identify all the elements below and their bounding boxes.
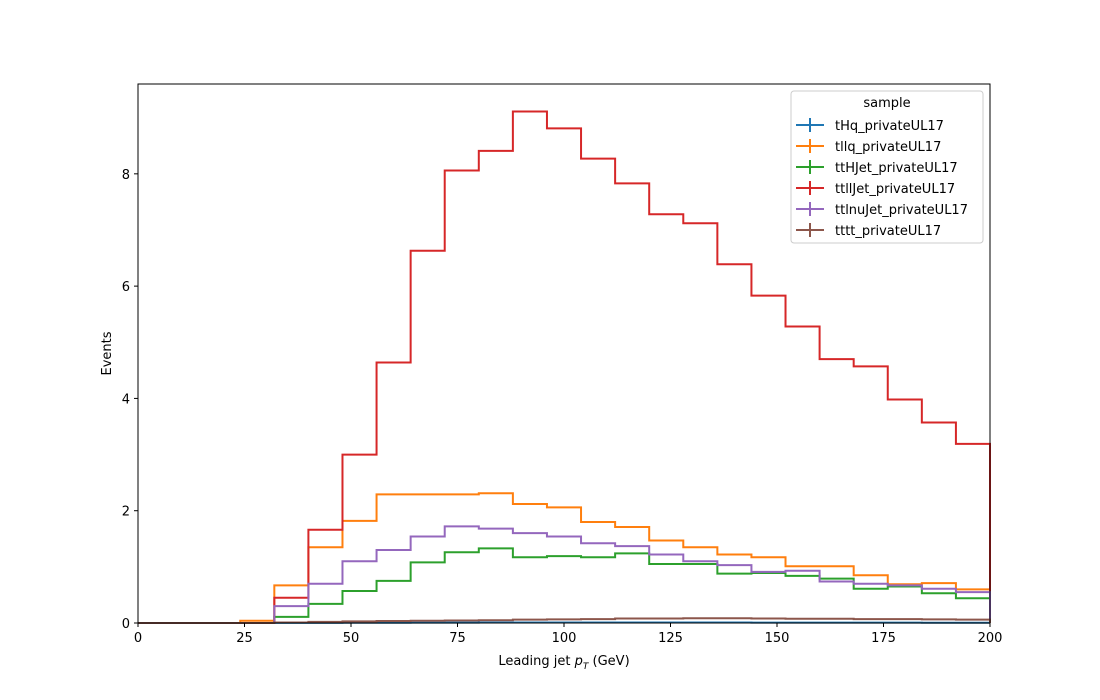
series-line-5 [138, 617, 991, 624]
x-axis-label: Leading jet pT (GeV) [498, 654, 629, 672]
x-tick-label-0: 0 [134, 631, 142, 646]
y-axis-label: Events [100, 331, 115, 375]
legend-marker-3 [796, 181, 824, 195]
legend-label-1: tllq_privateUL17 [835, 140, 941, 155]
legend-label-5: tttt_privateUL17 [835, 224, 941, 239]
x-tick-label-7: 175 [871, 631, 896, 646]
legend-label-3: ttllJet_privateUL17 [835, 182, 955, 197]
legend-title: sample [863, 96, 910, 111]
x-axis-label-subscript: T [583, 662, 590, 672]
x-axis-label-main: Leading jet [498, 654, 574, 669]
legend-label-4: ttlnuJet_privateUL17 [835, 203, 968, 218]
x-axis-label-variable: p [574, 654, 583, 669]
x-tick-label-8: 200 [978, 631, 1003, 646]
series-line-3 [138, 110, 991, 624]
y-tick-label-3: 6 [122, 280, 130, 295]
legend-marker-0 [796, 118, 824, 132]
x-tick-label-2: 50 [343, 631, 360, 646]
y-axis: 0 2 4 6 8 [122, 168, 138, 632]
y-tick-label-4: 8 [122, 168, 130, 183]
x-axis-label-unit: (GeV) [588, 654, 629, 669]
x-tick-label-3: 75 [449, 631, 466, 646]
y-tick-label-0: 0 [122, 617, 130, 632]
legend-label-0: tHq_privateUL17 [835, 119, 944, 134]
x-tick-label-1: 25 [236, 631, 253, 646]
x-tick-label-4: 100 [552, 631, 577, 646]
series-line-2 [138, 547, 991, 624]
legend-label-2: ttHJet_privateUL17 [835, 161, 958, 176]
y-tick-label-1: 2 [122, 505, 130, 520]
legend-marker-5 [796, 223, 824, 237]
y-tick-label-2: 4 [122, 392, 130, 407]
legend-box [790, 90, 984, 244]
legend-marker-1 [796, 139, 824, 153]
x-tick-label-5: 125 [658, 631, 683, 646]
legend: sample tHq_privateUL17 tllq_privateUL17 ttH… [790, 90, 984, 244]
x-tick-label-6: 150 [765, 631, 790, 646]
series-line-4 [138, 525, 991, 624]
legend-marker-2 [796, 160, 824, 174]
x-axis: 0 25 50 75 100 125 150 175 200 [134, 623, 1003, 646]
legend-marker-4 [796, 202, 824, 216]
